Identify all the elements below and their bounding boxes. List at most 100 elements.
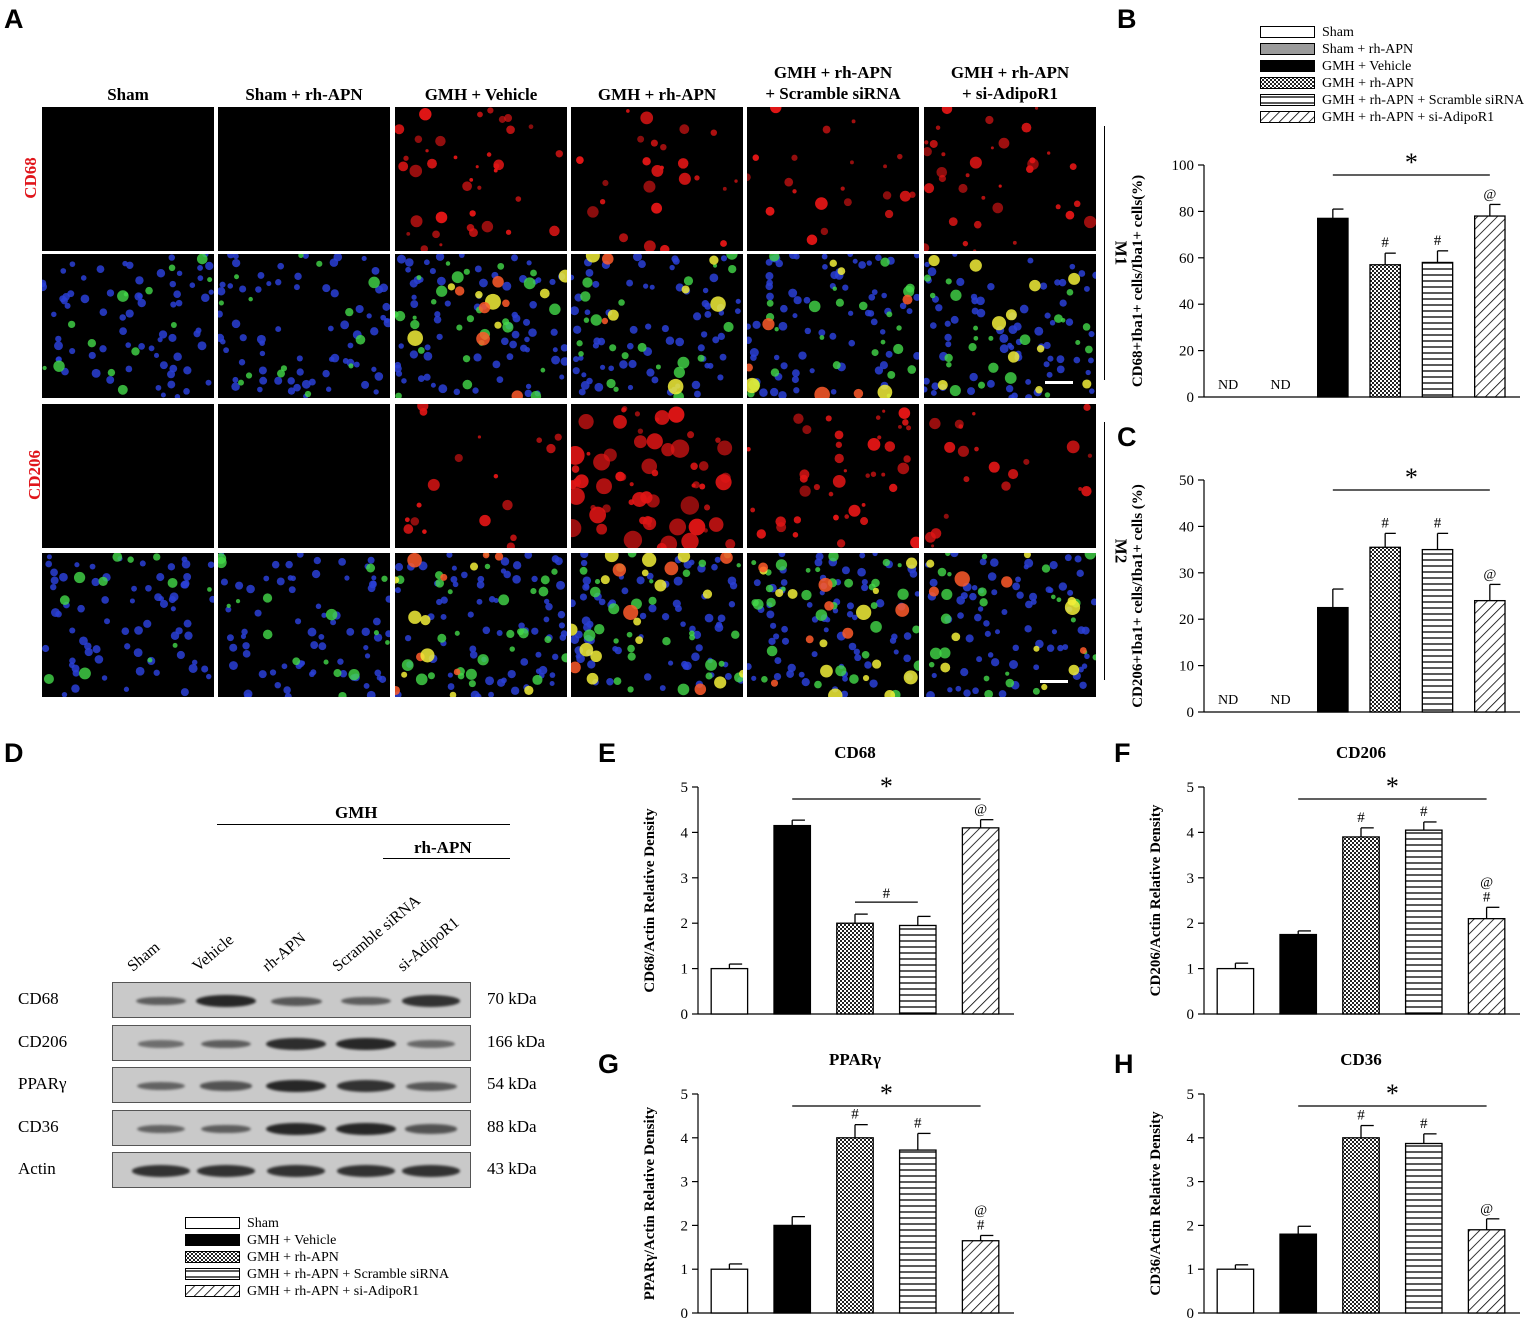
significance-mark: # [914, 1115, 922, 1131]
bar [1421, 548, 1454, 713]
significance-star: * [880, 1079, 893, 1108]
y-tick-label: 1 [1187, 1262, 1195, 1278]
wb-blot-strip [112, 1152, 471, 1188]
wb-band [341, 996, 391, 1006]
significance-mark: @ [974, 803, 987, 818]
bar [1279, 933, 1318, 1015]
legend-label: Sham [247, 1216, 279, 1231]
legend-swatch [185, 1285, 240, 1297]
chart-f: CD206 0 1 2 3 4 5 CD206/Actin Relative Density #… [1148, 743, 1520, 1023]
legend-label: GMH + Vehicle [1322, 59, 1412, 74]
legend-swatch [1260, 111, 1315, 123]
y-tick-label: 3 [681, 871, 689, 887]
wb-band [336, 1080, 396, 1092]
wb-lane-label: Sham [124, 938, 164, 976]
panel-letter-b: B [1117, 4, 1137, 34]
legend-label: GMH + rh-APN + Scramble siRNA [1322, 93, 1525, 108]
side-bracket [1104, 422, 1105, 680]
micrograph-tile [747, 254, 919, 398]
y-tick-label: 3 [1187, 871, 1195, 887]
micrograph-tile [571, 254, 743, 398]
wb-band [137, 1040, 185, 1048]
chart-e: CD68 0 1 2 3 4 5 CD68/Actin Relative Density @ * # [642, 743, 1014, 1023]
significance-mark: # [1357, 810, 1365, 826]
significance-star: * [1405, 148, 1418, 177]
y-tick-label: 0 [1187, 705, 1195, 721]
y-tick-label: 20 [1179, 612, 1194, 628]
scale-bar [1040, 680, 1068, 683]
wb-band [336, 1165, 396, 1177]
y-tick-label: 4 [681, 825, 689, 841]
bar [1342, 1137, 1380, 1314]
bar [1404, 1142, 1443, 1314]
panel-letter-a: A [4, 4, 24, 34]
column-header: GMH + rh-APN + Scramble siRNA [765, 63, 901, 103]
panel-letter-g: G [598, 1049, 620, 1079]
y-tick-label: 0 [1187, 390, 1195, 406]
bar [1467, 1229, 1506, 1314]
wb-kda-label: 43 kDa [487, 1159, 537, 1178]
bar [1369, 264, 1401, 398]
y-tick-label: 0 [1187, 1306, 1195, 1322]
legend-swatch [1260, 26, 1315, 38]
panel-letter-e: E [598, 738, 617, 768]
wb-protein-label: Actin [18, 1159, 56, 1178]
wb-lane-label: rh-APN [259, 929, 310, 976]
legend-swatch [1260, 60, 1315, 72]
wb-band [335, 1037, 397, 1051]
micrograph-tile [747, 107, 919, 251]
wb-band [196, 1165, 256, 1177]
chart-title: CD206 [1336, 743, 1386, 762]
bar [1216, 967, 1255, 1015]
significance-star: * [880, 772, 893, 801]
y-tick-label: 0 [681, 1007, 689, 1023]
significance-mark: # [1357, 1108, 1365, 1124]
micrograph-tile [924, 404, 1096, 548]
wb-blot-strip [112, 1067, 471, 1103]
bar [773, 1224, 812, 1314]
chart-c: 0 10 20 30 40 50 CD206+Iba1+ cells/Iba1+ cells… [1130, 463, 1520, 721]
column-header: GMH + Vehicle [424, 85, 538, 104]
wb-protein-label: CD36 [18, 1117, 59, 1136]
bar [1474, 215, 1506, 398]
wb-band [136, 1124, 186, 1134]
wb-band [201, 1039, 251, 1049]
legend-swatch [185, 1268, 240, 1280]
significance-mark: @ [1483, 187, 1496, 202]
side-bracket [1104, 126, 1105, 380]
legend-swatch [185, 1217, 240, 1229]
wb-band [401, 1165, 461, 1177]
legend-swatch [1260, 43, 1315, 55]
scale-bar [1045, 381, 1073, 384]
legend-label: GMH + rh-APN [247, 1250, 339, 1265]
wb-band [407, 1040, 455, 1048]
significance-mark: @ [1483, 567, 1496, 582]
bar [710, 967, 749, 1015]
bar [773, 824, 812, 1015]
significance-star: * [1386, 772, 1399, 801]
y-tick-label: 2 [1187, 1218, 1195, 1234]
legend-label: GMH + rh-APN + Scramble siRNA [247, 1267, 450, 1282]
micrograph-tile [218, 254, 390, 398]
wb-kda-label: 88 kDa [487, 1117, 537, 1136]
bar [1317, 217, 1349, 398]
wb-kda-label: 166 kDa [487, 1032, 546, 1051]
bar [1342, 836, 1380, 1015]
chart-g: PPARγ 0 1 2 3 4 5 PPARγ/Actin Relative Density #… [642, 1050, 1014, 1322]
wb-blot-strip [112, 1025, 471, 1061]
y-tick-label: 20 [1179, 344, 1194, 360]
column-header: Sham [107, 85, 149, 104]
panel-letter-h: H [1114, 1049, 1134, 1079]
wb-band [131, 1165, 191, 1177]
bar [961, 827, 1000, 1015]
micrograph-tile [747, 404, 919, 548]
legend-label: GMH + rh-APN + si-AdipoR1 [1322, 110, 1495, 125]
y-tick-label: 0 [681, 1306, 689, 1322]
significance-mark: # [1381, 515, 1389, 531]
y-tick-label: 5 [1187, 780, 1195, 796]
wb-band [265, 1079, 327, 1093]
wb-band [401, 995, 461, 1007]
wb-group-label: GMH [335, 803, 378, 822]
bar [1369, 546, 1401, 713]
wb-blot-strip [112, 1110, 471, 1146]
